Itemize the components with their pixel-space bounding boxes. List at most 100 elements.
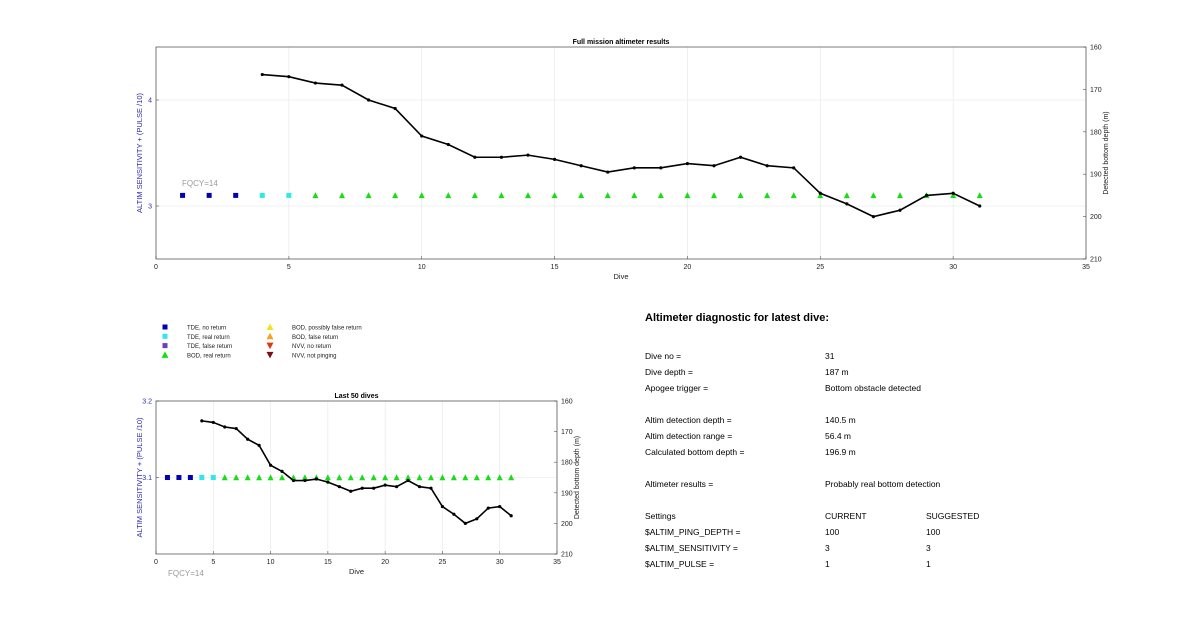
pulse-current: 1 bbox=[825, 559, 830, 569]
main-depth-point bbox=[393, 106, 397, 111]
legend-marker-triangle-up bbox=[266, 332, 274, 340]
sensitivity-suggested: 3 bbox=[926, 543, 931, 553]
main-title: Full mission altimeter results bbox=[573, 39, 670, 46]
small-marker-bod-real-return bbox=[256, 474, 263, 481]
main-marker-bod-real-return bbox=[631, 192, 638, 199]
main-depth-line bbox=[262, 73, 981, 218]
diagnostic-title: Altimeter diagnostic for latest dive: bbox=[645, 312, 829, 324]
small-fqcy-annotation: FQCY=14 bbox=[168, 569, 204, 578]
main-depth-point bbox=[552, 157, 557, 161]
main-depth-point bbox=[845, 202, 849, 206]
small-depth-line bbox=[201, 420, 512, 525]
main-depth-point bbox=[473, 155, 477, 159]
small-depth-point bbox=[200, 419, 204, 423]
main-ytick-left-label: 4 bbox=[148, 98, 152, 105]
main-marker-bod-real-return bbox=[870, 192, 877, 199]
pulse-label: $ALTIM_PULSE = bbox=[645, 559, 715, 569]
main-marker-bod-real-return bbox=[790, 192, 797, 199]
altim-detection-range-value: 56.4 m bbox=[825, 431, 851, 441]
main-ylabel-left: ALTIM SENSITIVITY + (PULSE /10) bbox=[135, 93, 144, 213]
main-depth-point bbox=[712, 164, 716, 168]
small-ytick-right-label: 210 bbox=[561, 552, 573, 559]
legend-label: TDE, false return bbox=[187, 344, 232, 350]
main-marker-bod-real-return bbox=[498, 192, 505, 199]
main-ytick-right-label: 200 bbox=[1090, 214, 1102, 221]
altim-detection-depth-row: Altim detection depth = 140.5 m bbox=[645, 412, 1165, 428]
main-marker-bod-real-return bbox=[525, 192, 531, 199]
small-xtick-label: 35 bbox=[553, 559, 561, 566]
altim-detection-range-row: Altim detection range = 56.4 m bbox=[645, 428, 1165, 444]
small-depth-point bbox=[440, 504, 445, 509]
dive-no-value: 31 bbox=[825, 351, 835, 361]
main-ytick-right-label: 160 bbox=[1090, 45, 1102, 52]
small-depth-point bbox=[406, 478, 410, 483]
main-depth-point bbox=[606, 170, 610, 174]
small-depth-point bbox=[268, 463, 273, 467]
small-marker-tde-real-return bbox=[210, 475, 216, 480]
small-ytick-right-label: 160 bbox=[561, 399, 573, 406]
altimeter-results-row: Altimeter results = Probably real bottom… bbox=[645, 476, 1165, 492]
main-marker-bod-real-return bbox=[764, 192, 771, 199]
main-depth-point bbox=[898, 208, 902, 212]
sensitivity-current: 3 bbox=[825, 543, 830, 553]
main-xtick-label: 10 bbox=[418, 264, 426, 271]
small-depth-point bbox=[463, 521, 467, 526]
main-ylabel-right: Detected bottom depth (m) bbox=[1103, 111, 1110, 194]
small-xtick-label: 15 bbox=[324, 559, 332, 566]
small-marker-bod-real-return bbox=[473, 474, 480, 481]
legend-label: NVV, not pinging bbox=[292, 353, 336, 359]
small-depth-point bbox=[486, 506, 490, 510]
sensitivity-label: $ALTIM_SENSITIVITY = bbox=[645, 543, 738, 553]
small-xtick-label: 30 bbox=[496, 559, 504, 566]
main-ytick-right-label: 180 bbox=[1090, 129, 1102, 136]
small-marker-bod-real-return bbox=[301, 474, 308, 481]
main-marker-bod-real-return bbox=[950, 192, 957, 199]
small-marker-bod-real-return bbox=[221, 474, 228, 481]
main-marker-tde-real-return bbox=[286, 192, 292, 198]
small-title: Last 50 dives bbox=[335, 393, 379, 400]
ping-depth-label: $ALTIM_PING_DEPTH = bbox=[645, 527, 741, 537]
legend-label: TDE, no return bbox=[187, 326, 226, 332]
main-xtick-label: 35 bbox=[1082, 264, 1090, 271]
main-depth-point bbox=[871, 215, 876, 219]
altim-detection-depth-label: Altim detection depth = bbox=[645, 415, 732, 425]
small-marker-bod-real-return bbox=[462, 474, 469, 481]
small-depth-point bbox=[383, 483, 387, 487]
small-ytick-right-label: 200 bbox=[561, 521, 573, 528]
main-xtick-label: 20 bbox=[684, 264, 692, 271]
main-depth-point bbox=[765, 164, 769, 168]
small-marker-bod-real-return bbox=[439, 474, 446, 481]
main-marker-bod-real-return bbox=[737, 192, 744, 199]
main-xtick-label: 25 bbox=[816, 264, 824, 271]
small-ylabel-right: Detected bottom depth (m) bbox=[574, 436, 581, 519]
legend-marker-triangle-down bbox=[266, 342, 274, 350]
small-marker-bod-real-return bbox=[347, 474, 354, 481]
small-marker-tde-no-return bbox=[187, 475, 193, 480]
main-marker-tde-no-return bbox=[180, 192, 186, 198]
small-ytick-left-label: 3.2 bbox=[142, 399, 152, 406]
main-depth-point bbox=[260, 72, 264, 77]
main-xtick-label: 15 bbox=[551, 264, 559, 271]
main-marker-bod-real-return bbox=[684, 192, 691, 199]
altimeter-results-label: Altimeter results = bbox=[645, 479, 714, 489]
small-marker-bod-real-return bbox=[233, 474, 240, 481]
legend-label: TDE, real return bbox=[187, 335, 230, 341]
calculated-bottom-depth-value: 196.9 m bbox=[825, 447, 856, 457]
small-depth-point bbox=[326, 480, 330, 484]
small-marker-bod-real-return bbox=[496, 474, 503, 481]
main-depth-point bbox=[340, 83, 344, 87]
altim-detection-depth-value: 140.5 m bbox=[825, 415, 856, 425]
legend-marker-triangle-up bbox=[161, 351, 169, 358]
small-marker-bod-real-return bbox=[450, 474, 457, 481]
ping-depth-suggested: 100 bbox=[926, 527, 941, 537]
main-depth-point bbox=[313, 81, 318, 85]
dive-no-label: Dive no = bbox=[645, 351, 682, 361]
apogee-row: Apogee trigger = Bottom obstacle detecte… bbox=[645, 380, 1165, 396]
main-depth-point bbox=[632, 166, 636, 170]
small-ytick-right-label: 190 bbox=[561, 490, 573, 497]
legend: TDE, no return TDE, real return TDE, false… bbox=[161, 323, 362, 359]
apogee-value: Bottom obstacle detected bbox=[825, 383, 921, 393]
ping-depth-row: $ALTIM_PING_DEPTH = 100 100 bbox=[645, 524, 1165, 540]
main-marker-bod-real-return bbox=[843, 192, 850, 199]
